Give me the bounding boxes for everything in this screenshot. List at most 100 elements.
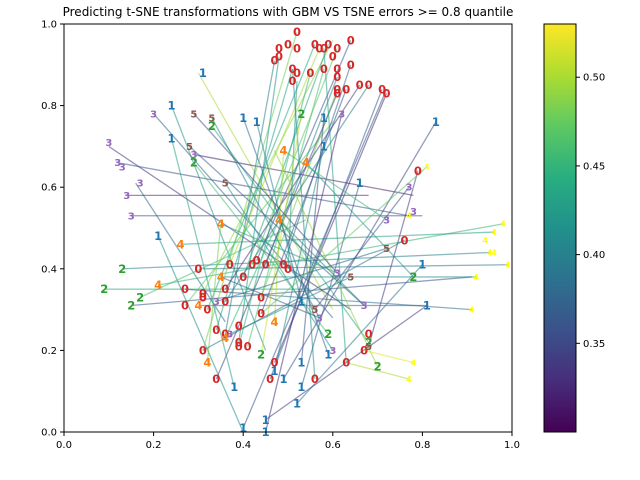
digit-label: 0 bbox=[199, 290, 207, 304]
digit-label: 4 bbox=[411, 358, 417, 367]
connection-segment bbox=[300, 117, 325, 363]
digit-label: 0 bbox=[383, 86, 391, 100]
digit-label: 4 bbox=[469, 305, 475, 314]
digit-label: 1 bbox=[324, 348, 332, 362]
connection-segment bbox=[189, 145, 365, 307]
digit-label: 4 bbox=[473, 273, 479, 282]
connection-segment bbox=[206, 223, 222, 363]
connection-segment bbox=[346, 362, 410, 380]
digit-label: 2 bbox=[409, 270, 417, 284]
digit-label: 0 bbox=[212, 372, 220, 386]
digit-label: 0 bbox=[288, 62, 296, 76]
digit-label: 3 bbox=[329, 346, 336, 357]
digit-label: 4 bbox=[491, 248, 497, 257]
digit-label: 1 bbox=[320, 111, 328, 125]
x-tick-label: 1.0 bbox=[504, 440, 520, 451]
x-axis: 0.0 0.2 0.4 0.6 0.8 1.0 bbox=[56, 432, 520, 451]
digit-label: 0 bbox=[221, 282, 229, 296]
digit-label: 3 bbox=[213, 297, 220, 308]
digit-label: 2 bbox=[136, 290, 144, 304]
connection-segment bbox=[193, 153, 414, 196]
digit-label: 3 bbox=[190, 150, 197, 161]
digit-label: 0 bbox=[329, 50, 337, 64]
y-tick-label: 0.6 bbox=[41, 183, 57, 194]
x-tick-label: 0.8 bbox=[414, 440, 430, 451]
colorbar-tick-label: 0.40 bbox=[583, 250, 605, 261]
colorbar bbox=[543, 23, 577, 433]
digit-label: 4 bbox=[406, 212, 412, 221]
digit-label: 0 bbox=[320, 62, 328, 76]
connection-segment bbox=[278, 219, 365, 306]
connection-segment bbox=[314, 186, 410, 310]
digit-label: 0 bbox=[199, 343, 207, 357]
digit-label: 5 bbox=[365, 342, 372, 353]
y-tick-label: 0.8 bbox=[41, 101, 57, 112]
digit-label: 0 bbox=[235, 335, 243, 349]
digit-label: 1 bbox=[271, 364, 279, 378]
connection-segment bbox=[220, 276, 320, 319]
digit-label: 0 bbox=[378, 82, 386, 96]
digit-label: 0 bbox=[333, 70, 341, 84]
connection-segment bbox=[323, 48, 347, 363]
digit-label: 0 bbox=[293, 66, 301, 80]
digit-label: 0 bbox=[181, 299, 189, 313]
connection-segment bbox=[193, 162, 329, 335]
digit-label: 0 bbox=[324, 37, 332, 51]
connection-segment bbox=[260, 166, 428, 315]
digit-label: 3 bbox=[316, 313, 323, 324]
digit-label: 5 bbox=[311, 305, 318, 316]
digit-label: 4 bbox=[406, 375, 412, 384]
digit-label: 4 bbox=[302, 156, 310, 170]
digit-label: 0 bbox=[244, 339, 252, 353]
digit-label: 0 bbox=[248, 258, 256, 272]
connection-segment bbox=[202, 239, 405, 351]
digit-label: 1 bbox=[356, 176, 364, 190]
digit-label: 0 bbox=[333, 62, 341, 76]
digit-label: 4 bbox=[271, 315, 279, 329]
digit-label: 1 bbox=[297, 356, 305, 370]
digit-label: 3 bbox=[119, 162, 126, 173]
digit-label: 0 bbox=[356, 78, 364, 92]
connection-segment bbox=[202, 31, 298, 351]
digit-label: 2 bbox=[208, 119, 216, 133]
x-tick-label: 0.0 bbox=[56, 440, 72, 451]
connection-segment bbox=[157, 235, 244, 433]
digit-label: 0 bbox=[271, 54, 279, 68]
digit-label: 0 bbox=[342, 356, 350, 370]
colorbar-tick-label: 0.45 bbox=[583, 161, 605, 172]
digit-label: 0 bbox=[365, 327, 373, 341]
digit-label: 1 bbox=[432, 115, 440, 129]
digit-label: 4 bbox=[194, 299, 202, 313]
connection-segment bbox=[305, 162, 414, 278]
digit-label: 1 bbox=[239, 111, 247, 125]
digit-label: 1 bbox=[297, 294, 305, 308]
digit-label: 5 bbox=[190, 109, 197, 120]
digit-label: 0 bbox=[333, 86, 341, 100]
digit-label: 2 bbox=[190, 156, 198, 170]
connection-segment bbox=[264, 113, 343, 433]
connection-segment bbox=[117, 162, 410, 217]
digit-label: 1 bbox=[262, 413, 270, 427]
digit-label: 4 bbox=[491, 228, 497, 237]
digit-label: 0 bbox=[271, 356, 279, 370]
digit-label: 1 bbox=[239, 421, 247, 435]
digit-label: 0 bbox=[347, 58, 355, 72]
digit-label: 1 bbox=[418, 258, 426, 272]
segment-layer bbox=[104, 31, 508, 433]
digit-label: 3 bbox=[128, 211, 135, 222]
digit-label: 0 bbox=[365, 78, 373, 92]
connection-segment bbox=[300, 182, 361, 388]
connection-segment bbox=[269, 89, 383, 380]
digit-label: 2 bbox=[100, 282, 108, 296]
digit-label: 0 bbox=[320, 42, 328, 56]
x-tick-label: 0.2 bbox=[146, 440, 162, 451]
digit-label: 0 bbox=[347, 33, 355, 47]
digit-label: 3 bbox=[150, 109, 157, 120]
connection-segment bbox=[216, 247, 387, 303]
digit-label: 0 bbox=[199, 286, 207, 300]
digit-label: 5 bbox=[208, 113, 215, 124]
digit-label: 3 bbox=[114, 158, 121, 169]
connection-segment bbox=[242, 89, 388, 429]
digit-label: 3 bbox=[334, 268, 341, 279]
digit-label: 0 bbox=[212, 323, 220, 337]
